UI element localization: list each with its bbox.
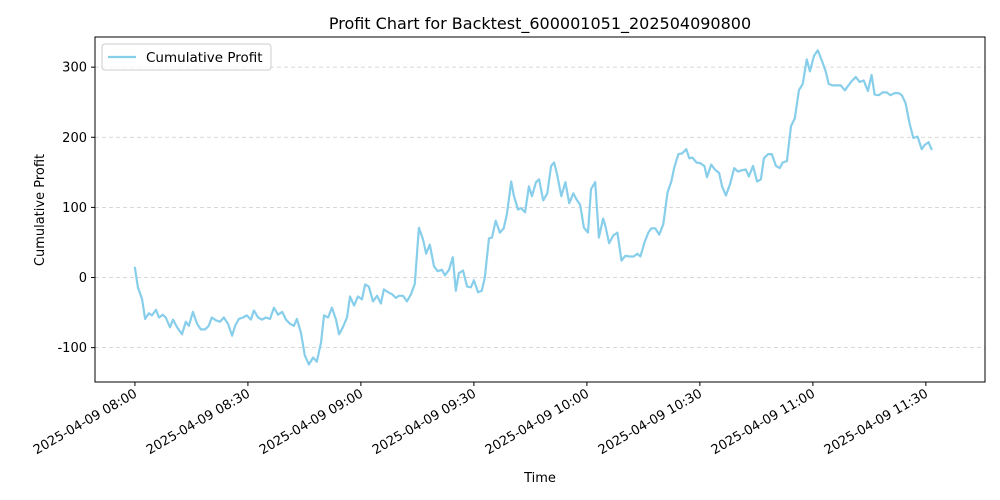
y-gridlines <box>95 66 985 349</box>
plot-frame <box>94 36 986 383</box>
x-axis-label: Time <box>523 471 556 486</box>
x-tick-label: 2025-04-09 08:00 <box>31 386 140 458</box>
y-tick-label: -100 <box>57 341 87 356</box>
x-tick-label: 2025-04-09 11:00 <box>709 386 818 458</box>
legend-box <box>101 43 272 71</box>
legend: Cumulative Profit <box>101 43 272 71</box>
x-tick-label: 2025-04-09 11:30 <box>822 386 931 458</box>
y-tick-label: 300 <box>62 61 87 76</box>
legend-label: Cumulative Profit <box>146 50 263 66</box>
x-tick-label: 2025-04-09 09:30 <box>370 386 479 458</box>
y-tick-label: 200 <box>62 131 87 146</box>
x-axis-ticks: 2025-04-09 08:00 2025-04-09 08:30 2025-04-… <box>31 382 931 458</box>
y-axis-ticks: -100 0 100 200 300 <box>57 61 95 356</box>
x-tick-label: 2025-04-09 10:30 <box>596 386 705 458</box>
x-tick-label: 2025-04-09 08:30 <box>144 386 253 458</box>
x-tick-label: 2025-04-09 10:00 <box>483 386 592 458</box>
y-tick-label: 100 <box>62 201 87 216</box>
y-axis-label: Cumulative Profit <box>33 154 48 266</box>
y-tick-label: 0 <box>79 271 87 286</box>
x-tick-label: 2025-04-09 09:00 <box>257 386 366 458</box>
cumulative-profit-line <box>133 49 933 366</box>
chart-title: Profit Chart for Backtest_600001051_2025… <box>329 14 751 34</box>
